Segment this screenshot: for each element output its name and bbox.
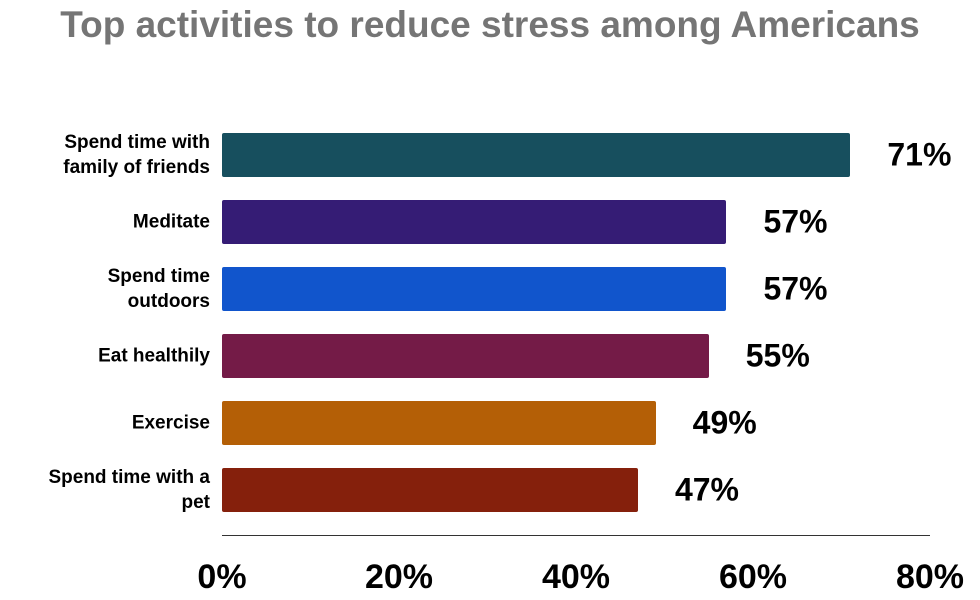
y-tick-label: Eat healthily	[98, 345, 210, 367]
bar	[222, 133, 851, 178]
value-label: 55%	[745, 337, 810, 374]
y-tick-label: Spend time outdoors	[107, 266, 210, 313]
y-tick-label: Exercise	[131, 412, 210, 434]
value-label: 49%	[692, 404, 757, 441]
y-tick-label: Spend time with family of friends	[63, 132, 210, 179]
bar	[222, 267, 727, 312]
x-tick-label: 80%	[895, 558, 965, 596]
value-label: 47%	[674, 471, 739, 508]
x-tick-label: 60%	[718, 558, 788, 596]
bar	[222, 200, 727, 245]
bar	[222, 467, 638, 512]
bar	[222, 400, 656, 445]
x-tick-label: 0%	[197, 558, 247, 596]
value-label: 57%	[763, 203, 828, 240]
bar	[222, 333, 709, 378]
y-tick-label: Meditate	[132, 211, 210, 233]
x-tick-label: 40%	[541, 558, 611, 596]
x-tick-label: 20%	[364, 558, 434, 596]
y-tick-label: Spend time with a pet	[48, 466, 210, 513]
x-axis-line	[222, 535, 930, 536]
chart-title: Top activities to reduce stress among Am…	[60, 4, 920, 45]
value-label: 71%	[887, 136, 952, 173]
value-label: 57%	[763, 270, 828, 307]
